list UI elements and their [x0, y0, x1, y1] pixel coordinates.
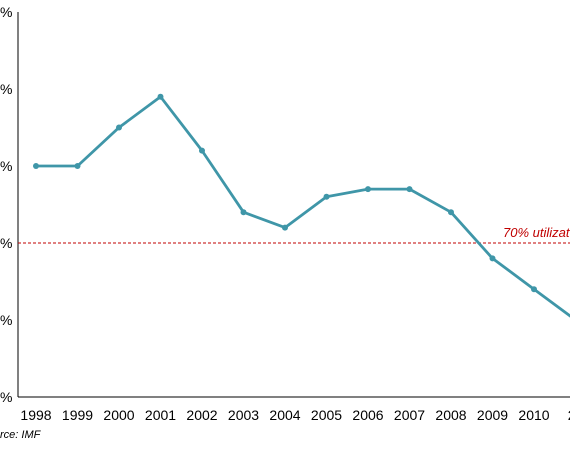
data-point	[240, 209, 247, 216]
data-point	[448, 209, 454, 216]
x-tick-label: 2010	[518, 407, 549, 423]
x-tick-label: 2009	[477, 407, 508, 423]
data-point	[199, 147, 205, 154]
x-tick-label: 20	[568, 407, 570, 423]
x-tick-label: 2004	[269, 407, 300, 423]
data-point	[74, 163, 81, 169]
data-point	[406, 186, 413, 193]
data-point	[282, 224, 288, 231]
data-point	[33, 163, 39, 169]
x-tick-label: 2006	[352, 407, 383, 423]
x-tick-label: 1998	[20, 407, 51, 423]
y-tick-label: %	[0, 158, 12, 174]
source-note: rce: IMF	[0, 429, 41, 441]
data-point	[365, 186, 371, 193]
data-point	[489, 255, 496, 262]
x-tick-labels: 1998 1999 2000 2001 2002 2003 2004 2005 2006 2007…	[20, 407, 570, 423]
series-group	[33, 93, 570, 318]
x-tick-label: 2007	[394, 407, 425, 423]
data-point	[157, 93, 164, 100]
x-tick-label: 2003	[228, 407, 259, 423]
data-point	[323, 193, 330, 200]
reference-line-group: 70% utilizat	[18, 225, 570, 244]
data-point	[116, 124, 122, 131]
x-tick-label: 2001	[145, 407, 176, 423]
x-tick-label: 2000	[103, 407, 134, 423]
y-tick-label: %	[0, 81, 12, 97]
y-tick-label: %	[0, 4, 12, 20]
reference-line-label: 70% utilizat	[503, 225, 570, 240]
y-tick-labels: %%%%%%	[0, 4, 12, 405]
x-tick-label: 2002	[186, 407, 217, 423]
y-tick-label: %	[0, 235, 12, 251]
y-tick-label: %	[0, 389, 12, 405]
x-tick-label: 1999	[62, 407, 93, 423]
data-point	[531, 286, 537, 293]
x-tick-label: 2005	[311, 407, 342, 423]
y-tick-label: %	[0, 312, 12, 328]
series-line	[34, 95, 570, 318]
x-tick-label: 2008	[435, 407, 466, 423]
